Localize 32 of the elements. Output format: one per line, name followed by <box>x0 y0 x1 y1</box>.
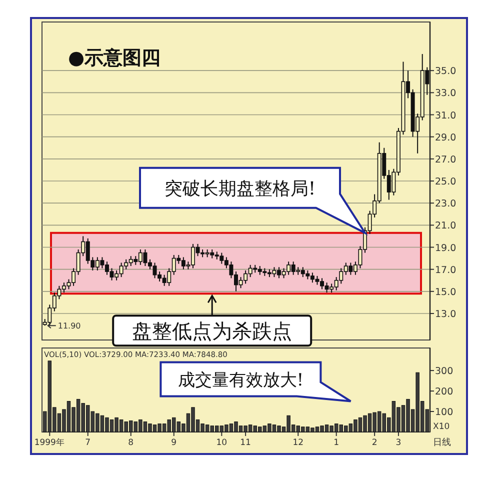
x-tick-label: 2 <box>372 438 378 448</box>
x-tick-label: 11 <box>240 438 251 448</box>
text: 日线 <box>433 437 451 448</box>
y-tick-label: 35.0 <box>435 66 456 78</box>
x-tick-label: 12 <box>292 438 304 448</box>
y-tick-label: 17.0 <box>435 264 456 276</box>
annotation: 11.90 <box>58 322 81 331</box>
y-tick-label: 31.0 <box>435 110 456 122</box>
y-tick-label: 100 <box>435 407 454 418</box>
annotation: 成交量有效放大! <box>178 370 304 390</box>
text: X10 <box>433 422 450 432</box>
y-tick-label: 21.0 <box>435 220 456 232</box>
y-tick-label: 23.0 <box>435 198 456 210</box>
y-tick-label: 29.0 <box>435 132 456 144</box>
x-tick-label: 3 <box>396 438 402 448</box>
y-tick-label: 13.0 <box>435 309 456 320</box>
y-tick-label: 15.0 <box>435 286 456 298</box>
text: ●示意图四 <box>68 47 161 69</box>
x-tick-label: 1 <box>334 438 340 448</box>
x-tick-label: 9 <box>171 438 177 448</box>
y-tick-label: 25.0 <box>435 176 456 188</box>
y-tick-label: 300 <box>435 366 454 378</box>
x-tick-label: 8 <box>128 438 134 448</box>
x-tick-label: 10 <box>216 438 228 448</box>
y-tick-label: 200 <box>435 386 454 398</box>
x-tick-label: 1999年 <box>34 437 65 448</box>
annotation: 盘整低点为杀跌点 <box>132 318 292 343</box>
y-tick-label: 33.0 <box>435 88 456 100</box>
y-tick-label: 19.0 <box>435 242 456 254</box>
annotation: 突破长期盘整格局! <box>164 178 316 200</box>
y-tick-label: 27.0 <box>435 154 456 166</box>
x-tick-label: 7 <box>85 438 91 448</box>
